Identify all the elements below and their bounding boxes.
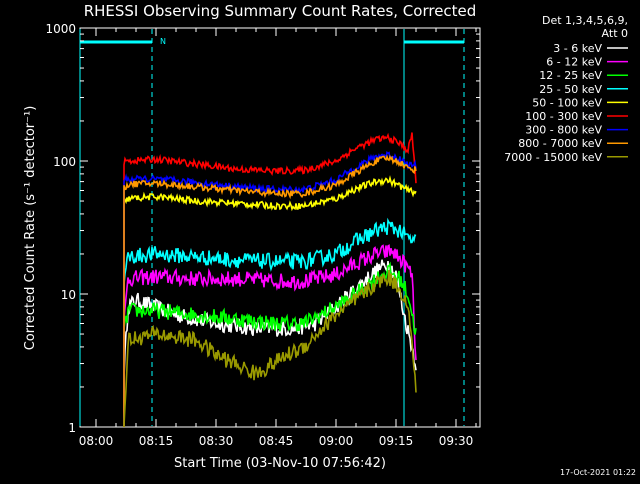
legend-label: 50 - 100 keV	[532, 96, 602, 109]
legend-label: 12 - 25 keV	[539, 69, 602, 82]
series-line	[123, 154, 417, 427]
legend-label: 25 - 50 keV	[539, 83, 602, 96]
series-line	[123, 175, 417, 427]
legend-label: 800 - 7000 keV	[518, 137, 602, 150]
y-tick-label: 1000	[45, 22, 76, 36]
y-tick-label: 10	[61, 288, 76, 302]
annotation-label: N	[160, 37, 166, 46]
x-tick-label: 08:30	[199, 434, 234, 448]
series-line	[123, 132, 417, 427]
y-tick-label: 100	[53, 155, 76, 169]
chart-title: RHESSI Observing Summary Count Rates, Co…	[84, 2, 477, 20]
x-tick-label: 08:15	[139, 434, 174, 448]
legend-label: 7000 - 15000 keV	[504, 151, 602, 164]
series-line	[123, 270, 417, 427]
legend-label: 300 - 800 keV	[525, 124, 602, 137]
y-tick-label: 1	[68, 421, 76, 435]
x-tick-label: 09:00	[319, 434, 354, 448]
series-line	[123, 217, 417, 427]
timestamp: 17-Oct-2021 01:22	[560, 468, 636, 477]
series-line	[123, 150, 417, 427]
legend-label: 6 - 12 keV	[546, 56, 602, 69]
x-axis-label: Start Time (03-Nov-10 07:56:42)	[174, 456, 386, 471]
plot-frame	[79, 27, 481, 428]
x-tick-label: 08:45	[259, 434, 294, 448]
y-axis-label: Corrected Count Rate (s⁻¹ detector⁻¹)	[23, 106, 38, 351]
x-tick-label: 09:30	[439, 434, 474, 448]
legend-header-line-2: Att 0	[602, 27, 628, 40]
legend-label: 3 - 6 keV	[553, 42, 602, 55]
legend-label: 100 - 300 keV	[525, 110, 602, 123]
x-tick-label: 08:00	[79, 434, 114, 448]
series-line	[123, 244, 417, 427]
x-tick-label: 09:15	[379, 434, 414, 448]
legend-header-line-1: Det 1,3,4,5,6,9,	[542, 14, 628, 27]
